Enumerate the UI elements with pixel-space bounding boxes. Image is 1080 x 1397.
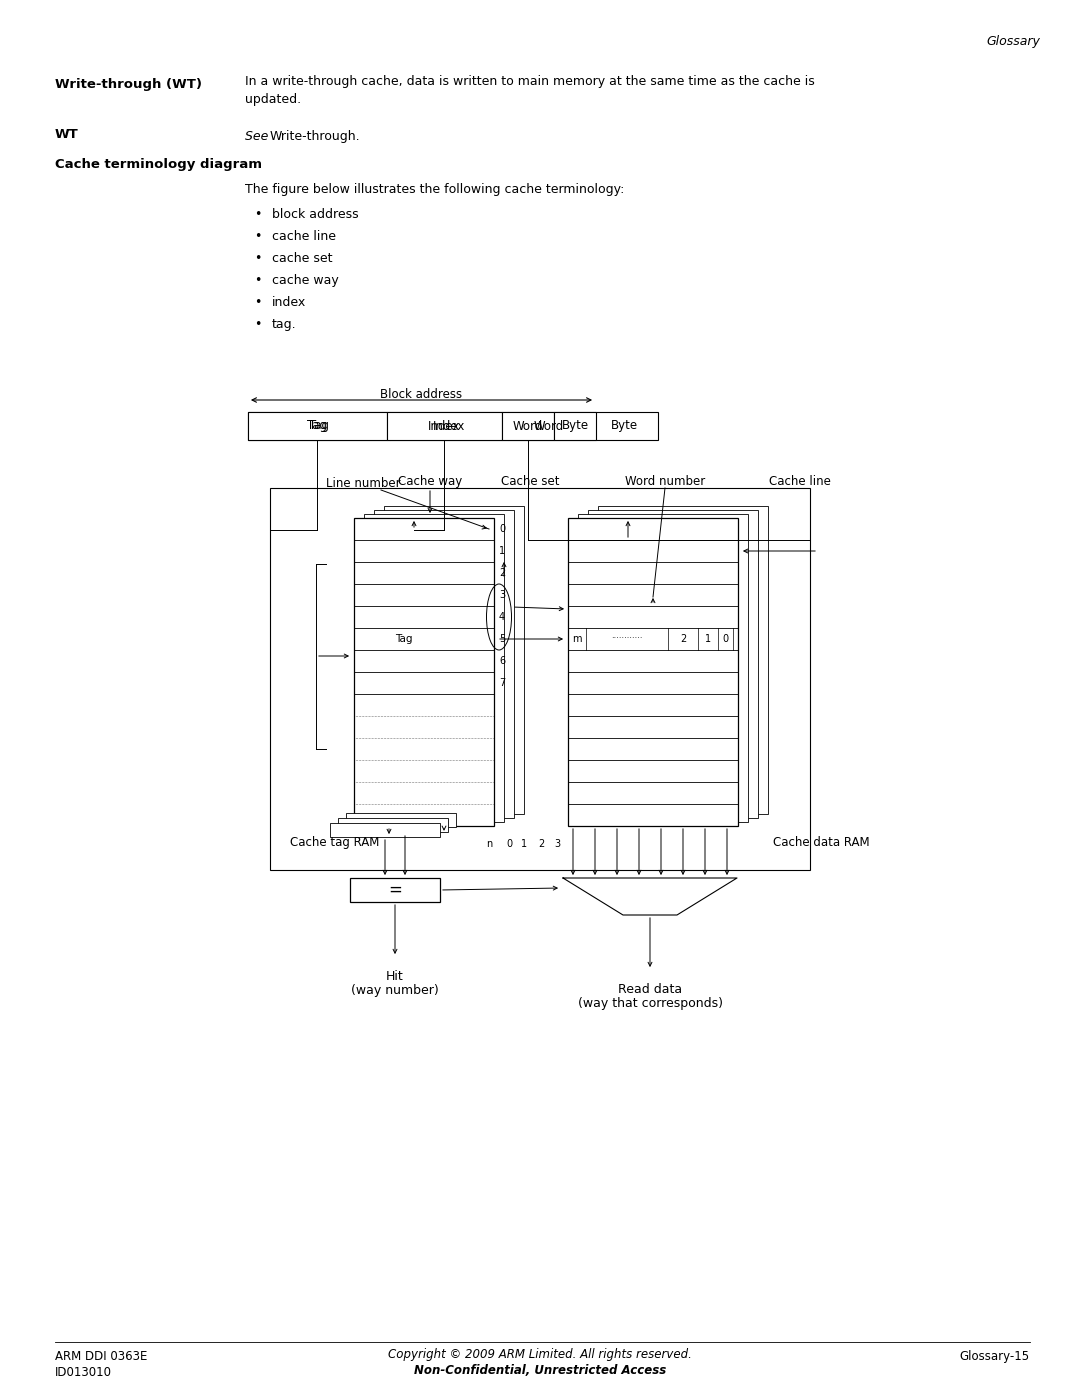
Text: Byte: Byte (562, 419, 589, 433)
Text: Cache way: Cache way (397, 475, 462, 488)
Bar (248, 412, 390, 440)
Text: ID013010: ID013010 (55, 1366, 112, 1379)
Bar (554, 412, 596, 440)
Text: ARM DDI 0363E: ARM DDI 0363E (55, 1350, 147, 1363)
Text: Byte: Byte (610, 419, 637, 433)
Text: 4: 4 (499, 612, 505, 622)
Text: cache line: cache line (272, 231, 336, 243)
Text: cache set: cache set (272, 251, 333, 265)
Bar (248, 412, 387, 440)
Text: Cache line: Cache line (769, 475, 831, 488)
Text: 0: 0 (505, 840, 512, 849)
Text: Tag: Tag (307, 419, 327, 433)
Text: 7: 7 (499, 678, 505, 687)
Bar (387, 412, 502, 440)
Bar (346, 813, 456, 827)
Text: WT: WT (55, 129, 79, 141)
Text: Index: Index (433, 419, 465, 433)
Text: Word number: Word number (625, 475, 705, 488)
Text: •: • (254, 296, 261, 309)
Text: block address: block address (272, 208, 359, 221)
Bar (502, 412, 554, 440)
Bar (568, 518, 738, 826)
Text: (way number): (way number) (351, 983, 438, 997)
Bar (598, 506, 768, 814)
Bar (330, 823, 440, 837)
Text: Block address: Block address (380, 388, 462, 401)
Text: Copyright © 2009 ARM Limited. All rights reserved.: Copyright © 2009 ARM Limited. All rights… (388, 1348, 692, 1361)
Text: Glossary-15: Glossary-15 (960, 1350, 1030, 1363)
Text: 2: 2 (680, 634, 686, 644)
Bar (384, 506, 524, 814)
Bar (338, 819, 448, 833)
Text: Tag: Tag (309, 419, 329, 433)
Text: index: index (272, 296, 307, 309)
Text: Line number: Line number (326, 476, 401, 490)
Text: tag.: tag. (272, 319, 297, 331)
Text: Cache set: Cache set (501, 475, 559, 488)
Bar (590, 412, 658, 440)
Bar (578, 514, 748, 821)
Bar (374, 510, 514, 819)
Text: 2: 2 (499, 569, 505, 578)
Text: 0: 0 (721, 634, 728, 644)
Text: ············: ············ (611, 634, 643, 644)
Text: 5: 5 (499, 634, 505, 644)
Text: Glossary: Glossary (986, 35, 1040, 47)
Bar (354, 518, 494, 826)
Text: Non-Confidential, Unrestricted Access: Non-Confidential, Unrestricted Access (414, 1363, 666, 1377)
Text: updated.: updated. (245, 94, 301, 106)
Text: 3: 3 (554, 840, 561, 849)
Text: Cache tag RAM: Cache tag RAM (291, 835, 379, 849)
Text: Read data: Read data (618, 983, 683, 996)
Text: Hit: Hit (387, 970, 404, 983)
Text: •: • (254, 251, 261, 265)
Bar (270, 488, 810, 870)
Text: Word: Word (513, 419, 543, 433)
Text: See: See (245, 130, 272, 142)
Text: 3: 3 (499, 590, 505, 599)
Text: In a write-through cache, data is written to main memory at the same time as the: In a write-through cache, data is writte… (245, 75, 814, 88)
Text: •: • (254, 274, 261, 286)
Text: 6: 6 (499, 657, 505, 666)
Text: cache way: cache way (272, 274, 339, 286)
Text: Word: Word (534, 419, 564, 433)
Bar (364, 514, 504, 821)
Text: 1: 1 (499, 546, 505, 556)
Bar (588, 510, 758, 819)
Text: Cache terminology diagram: Cache terminology diagram (55, 158, 262, 170)
Text: Cache data RAM: Cache data RAM (773, 835, 869, 849)
Text: The figure below illustrates the following cache terminology:: The figure below illustrates the followi… (245, 183, 624, 196)
Text: Write-through (WT): Write-through (WT) (55, 78, 202, 91)
Text: =: = (388, 882, 402, 900)
Text: 0: 0 (499, 524, 505, 534)
Text: •: • (254, 319, 261, 331)
Text: m: m (572, 634, 582, 644)
Text: 2: 2 (538, 840, 544, 849)
Bar (508, 412, 590, 440)
Text: •: • (254, 208, 261, 221)
Bar (390, 412, 508, 440)
Text: 1: 1 (521, 840, 527, 849)
Bar (350, 877, 440, 902)
Text: Write-through.: Write-through. (270, 130, 361, 142)
Text: 1: 1 (705, 634, 711, 644)
Text: n: n (486, 840, 492, 849)
Text: •: • (254, 231, 261, 243)
Text: Tag: Tag (395, 634, 413, 644)
Text: (way that corresponds): (way that corresponds) (578, 997, 723, 1010)
Text: Index: Index (428, 419, 460, 433)
